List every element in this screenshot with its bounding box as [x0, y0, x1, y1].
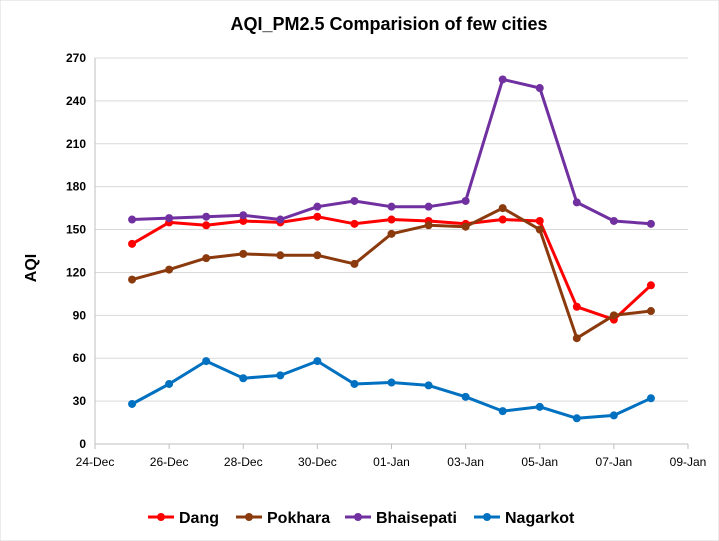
- data-point: [498, 407, 507, 416]
- y-tick-label: 240: [66, 94, 86, 108]
- x-tick-label: 07-Jan: [596, 455, 633, 469]
- data-point: [535, 216, 544, 225]
- data-point: [165, 379, 174, 388]
- data-point: [276, 251, 285, 260]
- data-point: [387, 229, 396, 238]
- data-point: [128, 275, 137, 284]
- y-axis-title: AQI: [23, 254, 40, 282]
- data-point: [646, 394, 655, 403]
- series-layer: [128, 75, 655, 423]
- legend-label: Bhaisepati: [376, 510, 457, 527]
- y-tick-label: 210: [66, 137, 86, 151]
- y-tick-label: 120: [66, 265, 86, 279]
- data-point: [165, 214, 174, 223]
- data-point: [239, 211, 248, 220]
- data-point: [239, 216, 248, 225]
- x-tick-label: 09-Jan: [670, 455, 707, 469]
- y-tick-label: 90: [73, 308, 87, 322]
- data-point: [424, 381, 433, 390]
- data-point: [461, 196, 470, 205]
- data-point: [609, 311, 618, 320]
- x-tick-label: 01-Jan: [373, 455, 410, 469]
- legend-item-pokhara: Pokhara: [236, 510, 330, 527]
- data-point: [165, 265, 174, 274]
- data-point: [239, 374, 248, 383]
- legend-swatch-marker: [483, 513, 491, 521]
- series-bhaisepati: [128, 75, 655, 228]
- data-point: [498, 215, 507, 224]
- data-point: [313, 212, 322, 221]
- y-tick-label: 30: [73, 394, 87, 408]
- legend-label: Nagarkot: [505, 510, 575, 527]
- series-nagarkot: [128, 357, 655, 423]
- axes: 0 30 60 90 120 150 180 210 240 270 24-Dec 26-Dec 28-…: [66, 51, 706, 469]
- data-point: [572, 302, 581, 311]
- y-tick-label: 150: [66, 223, 86, 237]
- data-point: [350, 259, 359, 268]
- data-point: [239, 249, 248, 258]
- data-point: [276, 371, 285, 380]
- data-point: [202, 221, 211, 230]
- data-point: [609, 216, 618, 225]
- legend-swatch-marker: [245, 513, 253, 521]
- y-tick-label: 180: [66, 180, 86, 194]
- data-point: [646, 219, 655, 228]
- data-point: [387, 215, 396, 224]
- data-point: [424, 221, 433, 230]
- data-point: [461, 392, 470, 401]
- legend-item-nagarkot: Nagarkot: [474, 510, 575, 527]
- x-tick-label: 24-Dec: [76, 455, 115, 469]
- legend-swatch-marker: [354, 513, 362, 521]
- legend-label: Dang: [179, 510, 219, 527]
- legend-item-dang: Dang: [148, 510, 219, 527]
- x-tick-label: 05-Jan: [521, 455, 558, 469]
- legend: Dang Pokhara Bhaisepati Nagarkot: [148, 510, 575, 527]
- gridlines: [95, 57, 688, 445]
- legend-label: Pokhara: [267, 510, 330, 527]
- data-point: [535, 84, 544, 93]
- data-point: [276, 215, 285, 224]
- legend-item-bhaisepati: Bhaisepati: [345, 510, 457, 527]
- x-tick-label: 26-Dec: [150, 455, 189, 469]
- data-point: [350, 196, 359, 205]
- data-point: [535, 225, 544, 234]
- data-point: [313, 251, 322, 260]
- data-point: [202, 254, 211, 263]
- y-tick-label: 270: [66, 51, 86, 65]
- data-point: [128, 239, 137, 248]
- data-point: [572, 334, 581, 343]
- legend-swatch-marker: [157, 513, 165, 521]
- y-tick-label: 0: [79, 437, 86, 451]
- x-tick-label: 28-Dec: [224, 455, 263, 469]
- series-pokhara: [128, 204, 655, 343]
- data-point: [572, 198, 581, 207]
- data-point: [202, 357, 211, 366]
- data-point: [646, 281, 655, 290]
- x-tick-label: 03-Jan: [447, 455, 484, 469]
- y-tick-label: 60: [73, 351, 87, 365]
- data-point: [202, 212, 211, 221]
- data-point: [646, 307, 655, 316]
- x-tick-label: 30-Dec: [298, 455, 337, 469]
- data-point: [128, 215, 137, 224]
- data-point: [313, 357, 322, 366]
- chart-title: AQI_PM2.5 Comparision of few cities: [230, 14, 547, 34]
- data-point: [535, 402, 544, 411]
- data-point: [498, 75, 507, 84]
- data-point: [387, 378, 396, 387]
- data-point: [313, 202, 322, 211]
- data-point: [424, 202, 433, 211]
- data-point: [350, 219, 359, 228]
- data-point: [461, 222, 470, 231]
- data-point: [128, 399, 137, 408]
- data-point: [387, 202, 396, 211]
- data-point: [350, 379, 359, 388]
- data-point: [498, 204, 507, 213]
- data-point: [572, 414, 581, 423]
- data-point: [609, 411, 618, 420]
